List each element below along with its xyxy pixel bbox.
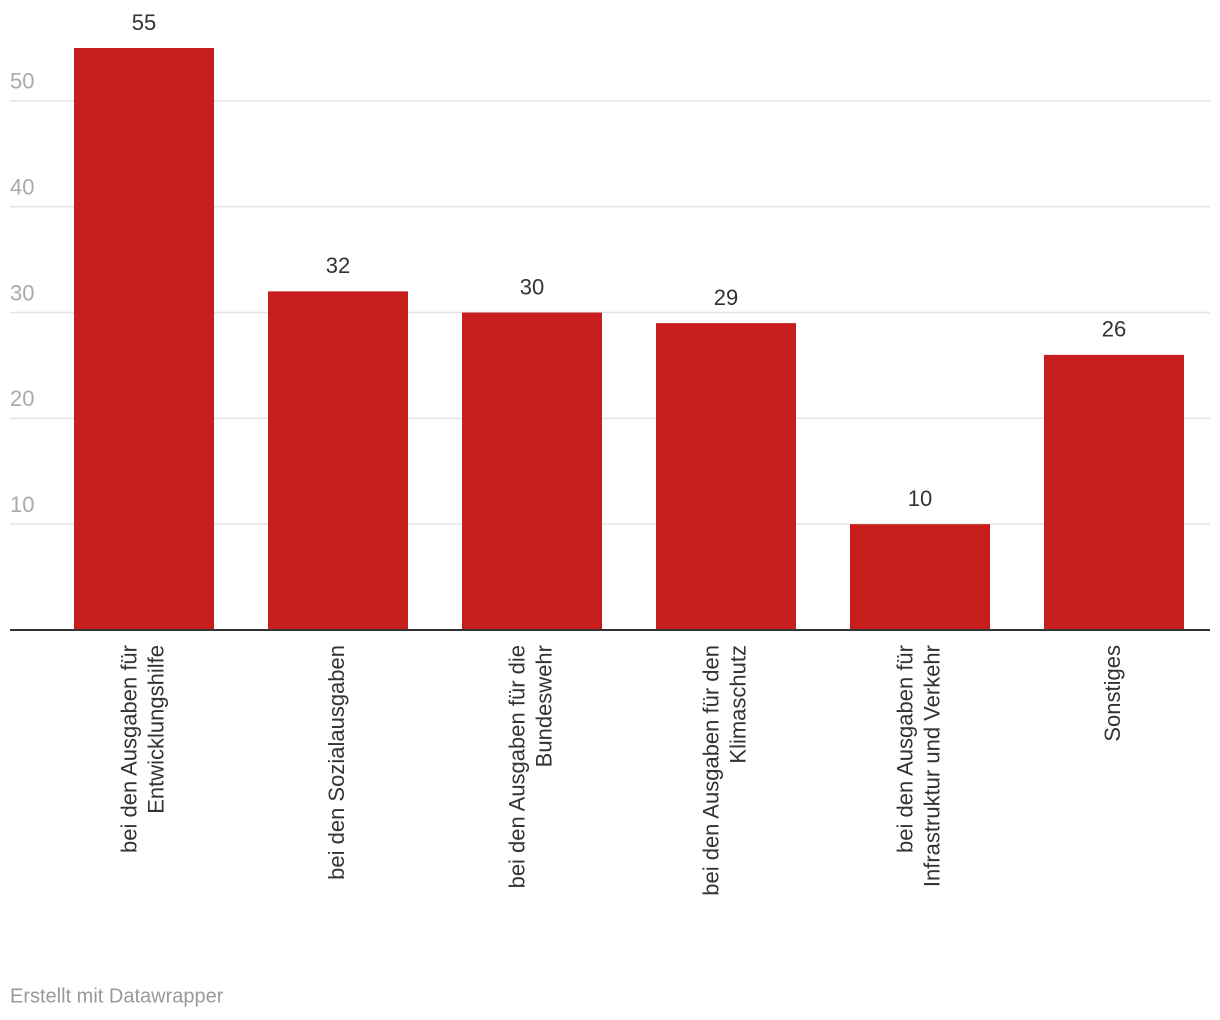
x-tick-label: bei den Ausgaben fürInfrastruktur und Ve… [892,645,944,887]
x-tick-label: bei den Ausgaben für dieBundeswehr [504,645,556,888]
category-label-line: Sonstiges [1100,645,1125,742]
y-tick-label: 30 [10,280,34,305]
x-tick-label: bei den Ausgaben fürEntwicklungshilfe [116,645,168,853]
category-label-line: Infrastruktur und Verkehr [919,645,944,887]
x-tick-label: bei den Sozialausgaben [324,645,349,880]
value-label: 55 [132,10,156,35]
category-label-line: bei den Ausgaben für den [698,645,723,896]
category-label-line: Klimaschutz [725,645,750,764]
x-tick-group: bei den Ausgaben für dieBundeswehr [504,645,556,888]
y-tick-label: 20 [10,386,34,411]
bar [656,323,796,630]
bar [74,48,214,630]
value-label: 10 [908,486,932,511]
bar [1044,354,1184,630]
category-label-line: bei den Ausgaben für [116,645,141,853]
x-tick-group: Sonstiges [1100,645,1125,742]
bar [462,312,602,630]
x-tick-label: bei den Ausgaben für denKlimaschutz [698,645,750,896]
y-tick-label: 40 [10,175,34,200]
x-tick-group: bei den Ausgaben fürEntwicklungshilfe [116,645,168,853]
x-tick-group: bei den Sozialausgaben [324,645,349,880]
x-tick-label: Sonstiges [1100,645,1125,742]
footer: Erstellt mit Datawrapper [10,985,224,1007]
bar [850,524,990,630]
y-tick-label: 50 [10,69,34,94]
bar [268,291,408,630]
category-label-line: bei den Ausgaben für [892,645,917,853]
value-label: 26 [1102,317,1126,342]
category-label-line: bei den Sozialausgaben [324,645,349,880]
category-label-line: Entwicklungshilfe [143,645,168,814]
value-label: 30 [520,274,544,299]
category-label-line: bei den Ausgaben für die [504,645,529,888]
x-tick-group: bei den Ausgaben fürInfrastruktur und Ve… [892,645,944,887]
category-label-line: Bundeswehr [531,645,556,767]
x-tick-group: bei den Ausgaben für denKlimaschutz [698,645,750,896]
y-tick-label: 10 [10,492,34,517]
value-label: 32 [326,253,350,278]
value-label: 29 [714,285,738,310]
